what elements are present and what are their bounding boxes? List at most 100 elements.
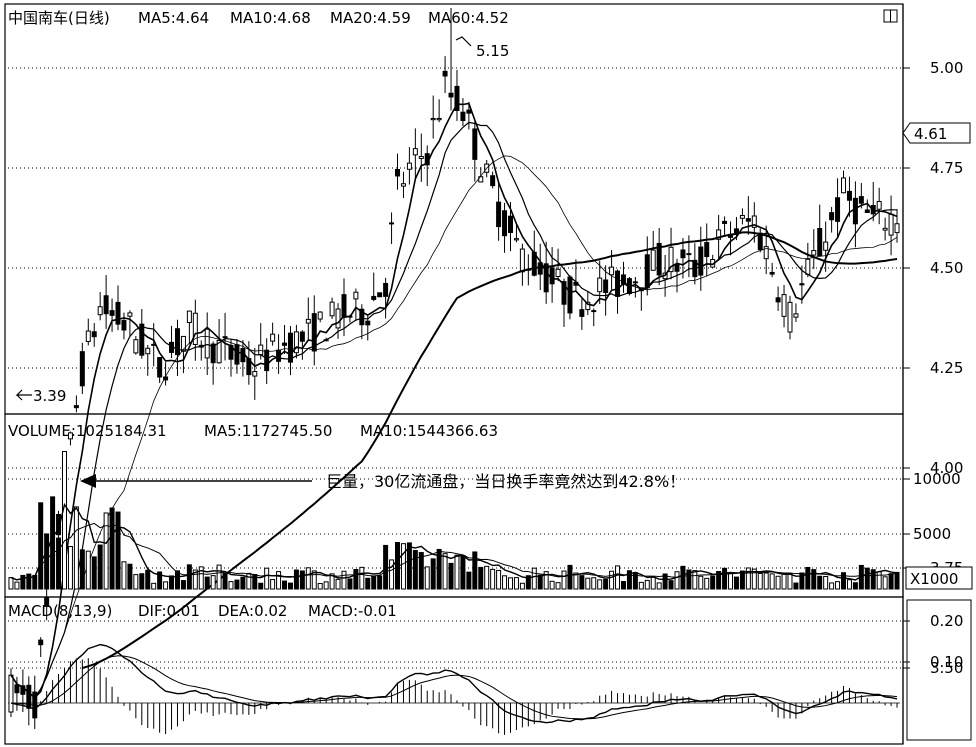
volume-bar (353, 568, 359, 590)
volume-bar (127, 563, 133, 590)
candle (430, 95, 436, 139)
candle (680, 238, 686, 279)
ma5-label: MA5:4.64 (138, 9, 209, 27)
volume-bar (888, 573, 894, 590)
candle (841, 170, 847, 194)
candle (811, 229, 817, 269)
candle (585, 290, 591, 315)
candle (704, 223, 710, 277)
candle (198, 340, 204, 361)
candle (133, 336, 139, 355)
candle (603, 265, 609, 316)
ma5-line (10, 102, 898, 699)
volume-bar (567, 564, 573, 590)
volume-bar (484, 565, 490, 590)
volume-bar (597, 579, 603, 590)
candle (32, 675, 38, 730)
volume-bar (811, 569, 817, 590)
candle (395, 153, 401, 190)
price-axis: 5.004.754.504.254.003.753.50 (8, 59, 963, 677)
volume-bar (656, 582, 662, 590)
candle (454, 69, 460, 121)
volume-bar (389, 559, 395, 590)
volume-bar (240, 576, 246, 590)
volume-bar (234, 579, 240, 590)
volume-bar (531, 567, 537, 590)
candle (805, 242, 811, 278)
volume-bar (573, 572, 579, 590)
volume-bar (180, 580, 186, 590)
volume-bar (805, 566, 811, 590)
volume-bar (722, 567, 728, 590)
volume-bar (549, 580, 555, 590)
volume-bar (174, 570, 180, 590)
volume-bar (591, 577, 597, 590)
candle (270, 322, 276, 346)
volume-bar (14, 581, 20, 590)
volume-bar (841, 572, 847, 590)
volume-bar (430, 558, 436, 590)
price-tick-label: 4.25 (930, 359, 963, 377)
candle (882, 217, 888, 241)
volume-bar (537, 574, 543, 590)
volume-bar (210, 575, 216, 590)
candle (615, 269, 621, 314)
volume-annotation: 巨量，30亿流通盘，当日换手率竟然达到42.8%！ (80, 472, 685, 491)
candle (109, 298, 115, 332)
candle (186, 310, 192, 345)
volume-bar (169, 575, 175, 590)
candle (513, 224, 519, 243)
volume-bar (692, 570, 698, 590)
candle (656, 228, 662, 286)
ma20-line (10, 155, 898, 699)
volume-bar (781, 573, 787, 590)
volume-bar (561, 570, 567, 590)
volume-ma5-label: MA5:1172745.50 (204, 422, 332, 440)
candle (287, 325, 293, 376)
volume-bar (775, 575, 781, 590)
volume-bar (650, 576, 656, 590)
candle (38, 637, 44, 658)
volume-bar (579, 575, 585, 590)
stock-title: 中国南车(日线) (8, 9, 110, 27)
candle (222, 312, 228, 361)
candle (745, 196, 751, 235)
volume-ma10-label: MA10:1544366.63 (360, 422, 498, 440)
candle (817, 204, 823, 257)
candle (216, 319, 222, 364)
candle (192, 299, 198, 361)
volume-bar (412, 550, 418, 590)
window-toggle-icon[interactable] (883, 9, 898, 23)
volume-bar (864, 567, 870, 590)
candle (793, 303, 799, 322)
candle (169, 325, 175, 359)
high-annotation: 5.15 (455, 36, 509, 60)
candle (448, 8, 454, 111)
volume-bar (133, 574, 139, 590)
volume-bar (73, 506, 79, 590)
volume-bar (383, 544, 389, 590)
candle (835, 178, 841, 238)
price-tick-label: 4.75 (930, 159, 963, 177)
candle (418, 133, 424, 182)
candle (145, 344, 151, 376)
volume-bar (145, 569, 151, 590)
volume-bar (787, 573, 793, 590)
candle (174, 319, 180, 377)
candle (864, 199, 870, 214)
candle (519, 243, 525, 286)
volume-bar (846, 579, 852, 590)
candle (858, 182, 864, 209)
candle (739, 208, 745, 225)
volume-bar (204, 576, 210, 590)
volume-bar (311, 570, 317, 590)
volume-bar (739, 570, 745, 590)
dea-label: DEA:0.02 (218, 602, 287, 620)
last-price-marker: 4.61 (902, 122, 971, 144)
volume-bar (335, 578, 341, 590)
ma10-label: MA10:4.68 (230, 9, 311, 27)
volume-bar (61, 451, 67, 590)
high-label: 5.15 (476, 42, 509, 60)
candle (329, 297, 335, 320)
